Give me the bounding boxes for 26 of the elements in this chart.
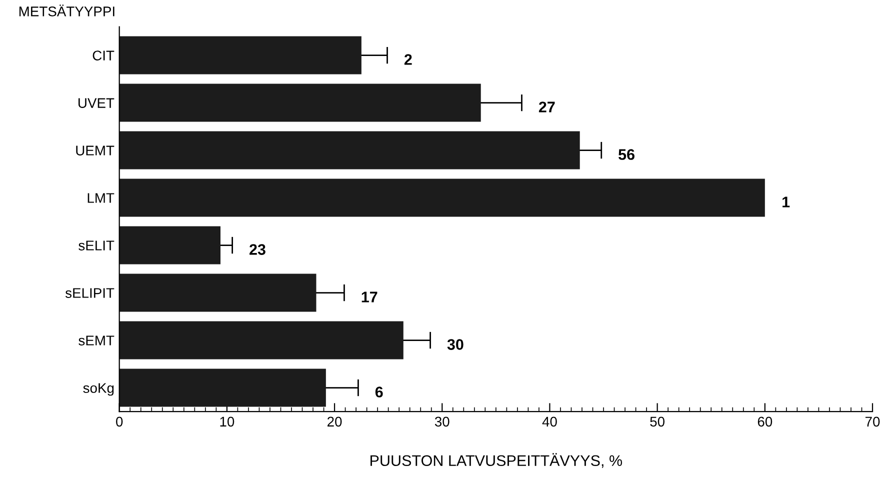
y-tick-label: sELIT xyxy=(78,240,114,250)
annotation: 27 xyxy=(538,102,555,112)
x-tick-label: 60 xyxy=(758,416,772,427)
x-axis-title: PUUSTON LATVUSPEITTÄVYYS, % xyxy=(370,453,622,468)
y-tick-label: CIT xyxy=(92,50,114,60)
annotation: 2 xyxy=(404,54,412,65)
x-tick-label: 50 xyxy=(650,416,664,427)
x-tick-label: 40 xyxy=(542,416,557,427)
annotation: 23 xyxy=(250,244,266,255)
y-tick-label: LMT xyxy=(88,193,114,203)
x-tick-label: 30 xyxy=(434,416,450,427)
y-tick-label: UEMT xyxy=(76,146,114,156)
x-tick-label: 10 xyxy=(220,416,234,427)
annotation: 1 xyxy=(782,196,790,208)
annotation: 17 xyxy=(362,292,378,302)
annotation: 56 xyxy=(618,149,634,160)
y-tick-label: soKg xyxy=(83,383,114,396)
y-tick-label: sEMT xyxy=(78,336,114,346)
annotation: 6 xyxy=(375,386,383,398)
y-axis-title: METSÄTYYPPI xyxy=(19,4,114,16)
x-tick-label: 20 xyxy=(328,416,342,427)
x-tick-label: 70 xyxy=(865,416,880,427)
y-tick-label: sELIPIT xyxy=(65,288,114,298)
annotation: 30 xyxy=(447,339,464,350)
x-tick-label: 0 xyxy=(116,416,123,427)
y-tick-label: UVET xyxy=(78,98,114,108)
